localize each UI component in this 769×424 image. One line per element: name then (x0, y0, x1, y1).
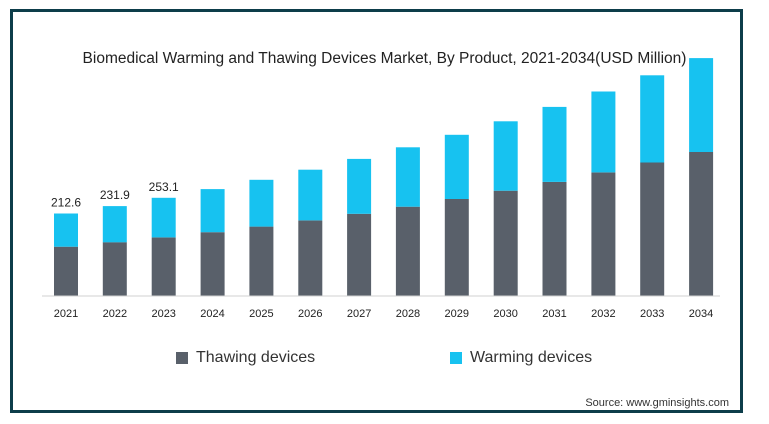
x-tick-label: 2028 (396, 308, 420, 320)
chart-frame (10, 9, 743, 413)
bar-warming-2033 (640, 75, 665, 163)
bar-warming-2031 (542, 106, 567, 182)
bar-warming-2022 (102, 206, 127, 243)
bar-warming-2027 (347, 158, 372, 214)
bar-warming-2021 (54, 213, 78, 247)
bar-thawing-2022 (102, 242, 127, 296)
x-tick-label: 2024 (200, 308, 224, 320)
bar-thawing-2021 (54, 246, 78, 296)
bar-thawing-2023 (151, 237, 176, 296)
x-tick-label: 2021 (54, 308, 78, 320)
x-tick-label: 2029 (445, 308, 469, 320)
chart-title: Biomedical Warming and Thawing Devices M… (82, 50, 687, 67)
x-tick-label: 2032 (591, 308, 615, 320)
total-data-label: 253.1 (149, 180, 179, 194)
x-tick-label: 2025 (249, 308, 273, 320)
x-tick-label: 2030 (493, 308, 517, 320)
bar-thawing-2025 (249, 226, 274, 296)
bar-thawing-2026 (298, 220, 323, 296)
x-tick-label: 2031 (542, 308, 566, 320)
bar-thawing-2032 (591, 172, 616, 296)
bar-warming-2034 (689, 58, 714, 152)
x-tick-label: 2023 (151, 308, 175, 320)
bar-warming-2025 (249, 179, 274, 227)
source-note: Source: www.gminsights.com (585, 397, 729, 409)
bar-thawing-2034 (689, 152, 714, 296)
bar-thawing-2024 (200, 232, 225, 296)
bar-warming-2030 (493, 121, 518, 191)
legend-label-thawing: Thawing devices (196, 349, 316, 366)
x-tick-label: 2027 (347, 308, 371, 320)
legend-label-warming: Warming devices (470, 349, 593, 366)
bar-thawing-2030 (493, 190, 518, 296)
bar-thawing-2029 (444, 199, 469, 296)
bar-warming-2028 (395, 147, 420, 207)
legend-item-thawing: Thawing devices (176, 349, 315, 367)
bar-warming-2024 (200, 189, 225, 233)
x-tick-label: 2026 (298, 308, 322, 320)
total-data-label: 212.6 (51, 196, 81, 210)
bar-thawing-2033 (640, 162, 665, 296)
x-tick-label: 2033 (640, 308, 664, 320)
bar-warming-2032 (591, 91, 616, 173)
bar-warming-2026 (298, 169, 323, 221)
x-tick-label: 2022 (103, 308, 127, 320)
x-tick-label: 2034 (689, 308, 713, 320)
bar-warming-2029 (444, 134, 469, 199)
total-data-label: 231.9 (100, 188, 130, 202)
warming-swatch (450, 352, 462, 364)
bar-thawing-2028 (395, 206, 420, 296)
bar-thawing-2031 (542, 181, 567, 296)
bar-thawing-2027 (347, 213, 372, 296)
bar-warming-2023 (151, 197, 176, 238)
legend-item-warming: Warming devices (450, 349, 592, 367)
thawing-swatch (176, 352, 188, 364)
